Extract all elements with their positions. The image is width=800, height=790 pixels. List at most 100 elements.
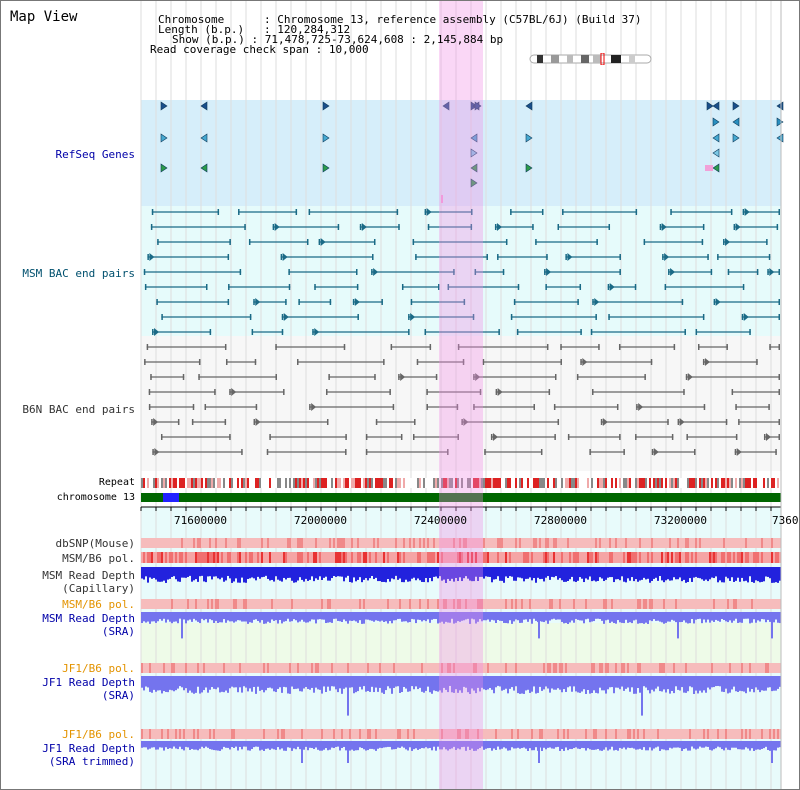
depth-bar <box>565 612 567 623</box>
pol-cell <box>269 599 271 609</box>
dbsnp-cell <box>773 538 775 548</box>
depth-bar <box>619 567 621 581</box>
pol-cell <box>259 729 261 739</box>
repeat-segment <box>731 478 733 488</box>
repeat-segment <box>269 478 271 488</box>
repeat-segment <box>443 478 445 488</box>
depth-bar <box>217 741 219 751</box>
depth-bar <box>581 741 583 748</box>
depth-bar <box>445 567 447 583</box>
depth-bar <box>737 567 739 578</box>
pol-cell <box>479 599 481 609</box>
pol-cell <box>517 552 519 563</box>
repeat-segment <box>733 478 735 488</box>
repeat-segment <box>521 478 523 488</box>
pol-cell <box>147 729 149 739</box>
repeat-segment <box>187 478 189 488</box>
pol-cell <box>653 729 655 739</box>
pol-cell <box>703 552 705 563</box>
pol-cell <box>337 729 339 739</box>
bac-pair-end <box>697 344 700 350</box>
pol-cell <box>143 599 145 609</box>
bac-pair-arrow <box>149 253 155 261</box>
bac-pair-arrow <box>661 223 667 231</box>
pol-cell <box>567 599 569 609</box>
chromosome-ideogram[interactable] <box>529 53 653 65</box>
selected-region-highlight[interactable] <box>439 1 483 789</box>
depth-bar <box>327 612 329 623</box>
depth-bar <box>647 676 649 691</box>
depth-bar <box>641 612 643 624</box>
depth-bar <box>491 612 493 620</box>
depth-bar <box>619 741 621 748</box>
pol-cell <box>199 599 201 609</box>
pol-cell <box>581 552 583 563</box>
pol-cell <box>519 729 521 739</box>
dbsnp-cell <box>741 538 743 548</box>
pol-cell <box>423 552 425 563</box>
repeat-segment <box>169 478 171 488</box>
length-key: Length (b.p.) <box>158 23 245 36</box>
depth-bar <box>295 612 297 621</box>
bac-pair-end <box>474 269 477 275</box>
depth-bar <box>165 741 167 748</box>
bac-pair-end <box>249 314 252 320</box>
depth-bar <box>763 676 765 691</box>
dbsnp-cell <box>537 538 539 548</box>
depth-bar <box>579 567 581 578</box>
pol-cell <box>275 729 277 739</box>
bac-pair-end <box>560 359 562 365</box>
pol-cell <box>665 552 667 563</box>
depth-bar <box>629 741 631 749</box>
depth-bar <box>733 567 735 582</box>
dbsnp-cell <box>673 538 675 548</box>
depth-bar <box>315 676 317 688</box>
dbsnp-cell <box>761 538 763 548</box>
depth-bar <box>627 741 629 748</box>
pol-cell <box>373 552 375 563</box>
pol-cell <box>311 729 313 739</box>
dbsnp-cell <box>561 538 563 548</box>
pol-cell <box>299 663 301 673</box>
depth-bar <box>255 741 257 747</box>
repeat-segment <box>349 478 351 488</box>
pol-cell <box>679 599 681 609</box>
repeat-segment <box>619 478 621 488</box>
bac-pair-end <box>590 329 593 335</box>
depth-bar <box>433 676 435 691</box>
depth-bar <box>375 676 377 688</box>
dbsnp-cell <box>385 538 387 548</box>
pol-cell <box>361 552 363 563</box>
bac-pair-arrow <box>274 223 280 231</box>
gene-marker <box>470 178 478 188</box>
pol-cell <box>333 599 335 609</box>
depth-bar <box>743 567 745 582</box>
repeat-segment <box>229 478 231 488</box>
depth-bar <box>161 741 163 748</box>
depth-bar <box>755 567 757 581</box>
depth-bar <box>483 612 485 621</box>
depth-bar <box>313 567 315 582</box>
pol-cell <box>231 729 233 739</box>
pol-cell <box>405 552 407 563</box>
depth-bar <box>563 612 565 624</box>
depth-bar <box>145 567 147 577</box>
pol-cell <box>441 729 443 739</box>
bac-pair-end <box>598 344 600 350</box>
bac-pair-end <box>482 359 485 365</box>
depth-bar <box>685 676 687 693</box>
depth-bar <box>571 741 573 750</box>
depth-bar <box>149 676 151 692</box>
depth-bar <box>263 676 265 693</box>
depth-bar <box>691 676 693 688</box>
pol-cell <box>521 663 523 673</box>
depth-bar <box>739 612 741 623</box>
depth-bar <box>325 612 327 624</box>
depth-bar <box>491 676 493 690</box>
repeat-segment <box>245 478 247 488</box>
pol-cell <box>513 552 515 563</box>
pol-cell <box>457 552 459 563</box>
dbsnp-cell <box>611 538 613 548</box>
depth-bar <box>747 567 749 583</box>
